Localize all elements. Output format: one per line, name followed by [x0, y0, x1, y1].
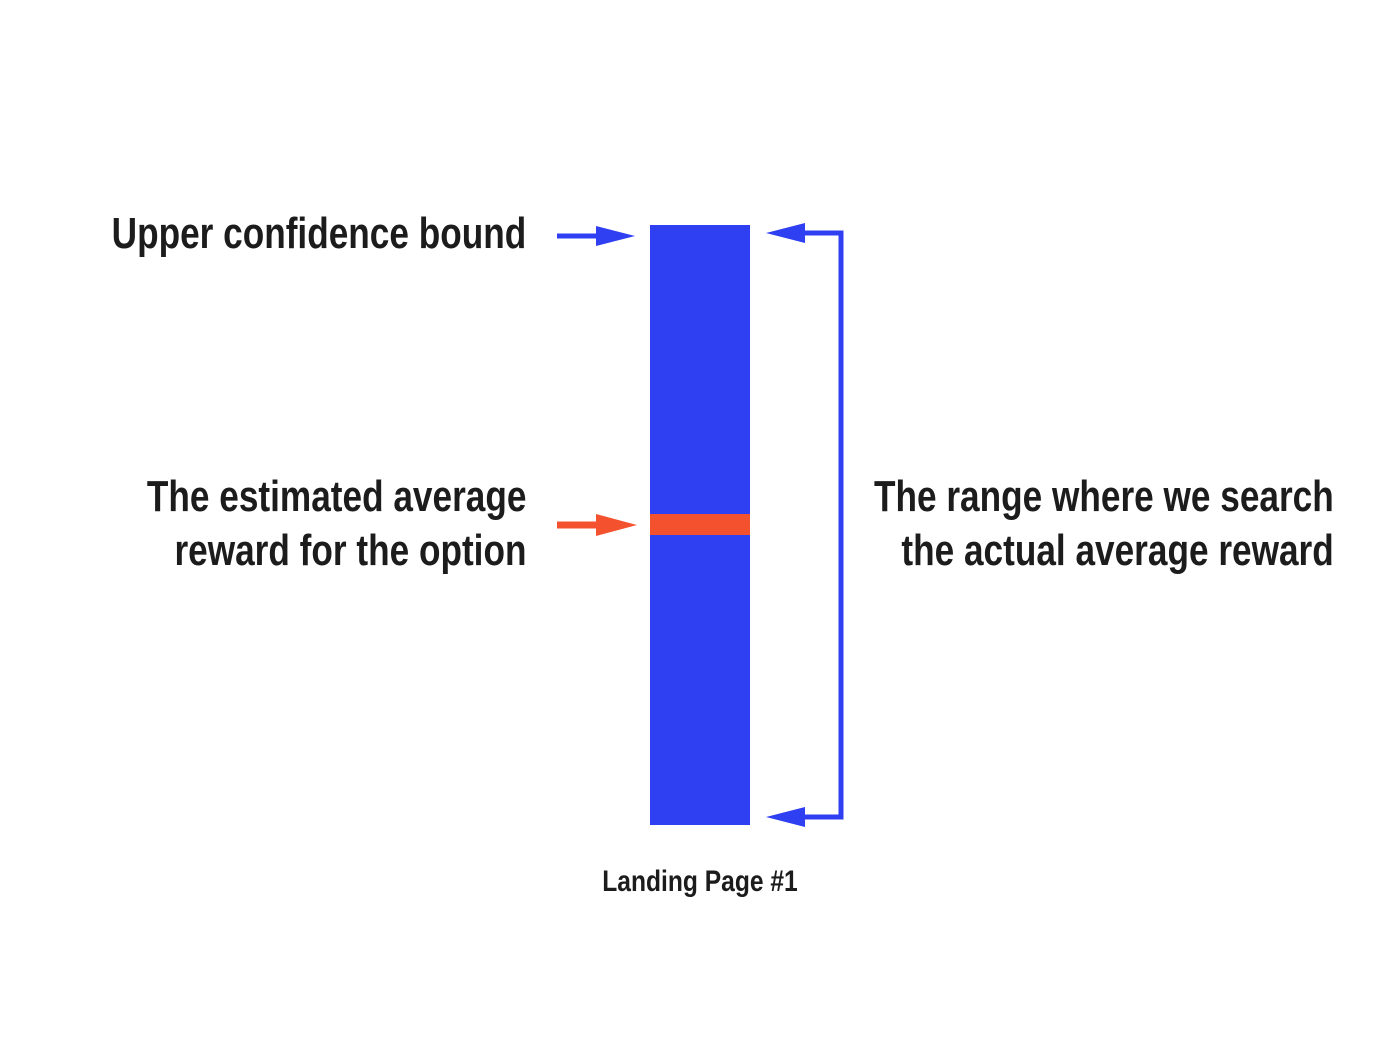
bar-caption-text: Landing Page #1: [602, 865, 798, 898]
range-bracket: [766, 223, 844, 827]
estimate-marker: [650, 514, 750, 535]
range-text-line2: the actual average reward: [901, 525, 1334, 575]
upper-bound-arrow: [557, 226, 635, 246]
range-label: The range where we search the actual ave…: [874, 470, 1334, 577]
estimate-text-line1: The estimated average: [146, 472, 526, 521]
range-text-line1: The range where we search: [874, 472, 1334, 521]
upper-bound-text: Upper confidence bound: [111, 209, 526, 258]
upper-bound-label: Upper confidence bound: [111, 207, 526, 261]
estimate-arrow: [557, 514, 637, 536]
bar-caption: Landing Page #1: [126, 864, 1274, 901]
estimate-text-line2: reward for the option: [174, 525, 526, 575]
estimate-label: The estimated average reward for the opt…: [146, 470, 526, 577]
